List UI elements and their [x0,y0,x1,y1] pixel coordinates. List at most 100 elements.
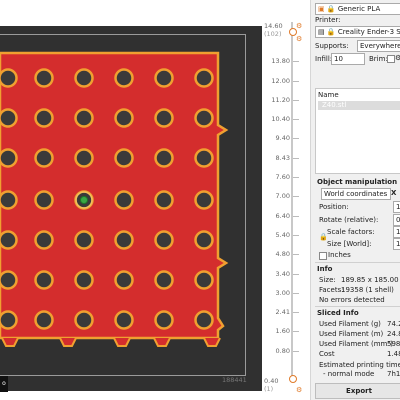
hole [114,68,134,88]
hole [154,148,174,168]
coordinate-readout: 188441 [222,376,247,384]
slider-bottom-layer: (1) [264,385,274,393]
slider-top-value: 14.60 [264,22,283,30]
3d-viewport[interactable]: o 188441 [0,0,262,400]
lock-icon: 🔒 [326,28,336,36]
hole [74,148,94,168]
layer-preview[interactable] [0,0,262,400]
slider-tick-label: 11.20 [271,95,290,104]
coord-system-value: World coordinates [324,190,388,198]
settings-icon[interactable]: ⚙ [395,54,400,62]
hole [34,108,54,128]
hole [114,190,134,210]
lock-icon: 🔒 [326,5,336,13]
supports-select[interactable]: Everywhere [357,40,400,52]
slider-tick-label: 8.43 [275,153,290,162]
size-input[interactable]: 18 [393,238,400,250]
object-list-header: Name [318,91,339,99]
hole [154,270,174,290]
hole [0,190,18,210]
hole [34,68,54,88]
hole [194,108,214,128]
hole [74,310,94,330]
brim-label: Brim: [369,55,388,63]
printer-select[interactable]: ▤ 🔒 Creality Ender-3 S1 (0 [315,26,400,38]
filament-value: Generic PLA [337,5,381,13]
facets-label: Facets: [319,286,344,294]
object-list[interactable]: Name Z40.stl [315,88,400,174]
coordinate-system-select[interactable]: World coordinates ▾ [321,188,391,200]
lock-icon[interactable]: 🔒 [319,233,328,241]
hole [34,270,54,290]
rotate-label: Rotate (relative): [319,216,379,224]
hole [0,310,18,330]
close-icon[interactable]: X [391,189,397,197]
slider-track[interactable] [291,22,293,378]
cog-icon[interactable]: ⚙ [296,386,303,394]
printer-label: Printer: [315,16,341,24]
position-label: Position: [319,203,349,211]
sliced-info-title: Sliced Info [317,309,359,317]
filament-select[interactable]: ▣ 🔒 Generic PLA [315,3,400,15]
slider-tick [293,312,299,314]
plate-tab [59,337,77,347]
slider-tick [293,119,299,121]
info-size-value: 189.85 x 185.00 x 14.50 [341,276,400,284]
hole [194,310,214,330]
export-button[interactable]: Export [315,383,400,399]
errors-status: No errors detected [319,296,385,304]
slider-bottom-handle[interactable] [289,375,297,383]
used-m-label: Used Filament (m) [319,330,384,338]
cog-icon[interactable]: ⚙ [296,35,303,43]
cost-value: 1.48 [387,350,400,358]
brim-checkbox[interactable] [387,55,395,63]
slider-tick [293,350,299,352]
hole [154,230,174,250]
supports-label: Supports: [315,42,349,50]
plate-tab [153,337,171,347]
facets-value: 19358 (1 shell) [341,286,394,294]
inches-label: Inches [328,251,351,259]
hole [34,148,54,168]
slider-tick-label: 5.40 [275,230,290,239]
hole [0,148,18,168]
hole [74,270,94,290]
slider-tick [293,292,299,294]
chevron-down-icon: ▾ [384,199,390,200]
infill-select[interactable]: 10 [331,53,365,65]
view-toggle-button[interactable]: o [0,376,8,392]
rotate-input[interactable]: 0 [393,214,400,226]
hole [194,190,214,210]
filament-icon: ▣ [318,5,325,13]
object-manipulation-title: Object manipulation [317,178,398,186]
slider-tick [293,157,299,159]
cost-label: Cost [319,350,335,358]
hole [114,108,134,128]
normal-mode-label: - normal mode [323,370,375,378]
slider-tick [293,254,299,256]
lock-icon[interactable]: ⚙ [296,22,303,30]
plate-tab [1,337,19,347]
slider-tick-label: 3.00 [275,288,290,297]
scale-input[interactable]: 10 [393,226,400,238]
hole [74,230,94,250]
info-title: Info [317,265,333,273]
estimated-time-label: Estimated printing time: [319,361,400,369]
printer-icon: ▤ [318,28,325,36]
hole [154,108,174,128]
hole [114,310,134,330]
slider-tick-label: 6.40 [275,211,290,220]
used-m-value: 24.89 [387,330,400,338]
position-input[interactable]: 1 [393,201,400,213]
used-g-value: 74.22 [387,320,400,328]
inches-checkbox[interactable] [319,252,327,260]
slider-top-handle[interactable] [289,28,297,36]
hole [194,68,214,88]
slider-bottom-value: 0.40 [264,377,279,385]
slider-tick [293,177,299,179]
layer-slider[interactable]: 14.60 (102) ⚙ ⚙ 13.80 12.00 11.20 10.40 9.40… [262,0,310,400]
object-list-item[interactable]: Z40.stl [318,101,400,110]
slider-tick-label: 10.40 [271,115,290,124]
used-mm3-label: Used Filament (mm³) [319,340,393,348]
info-size-label: Size: [319,276,336,284]
